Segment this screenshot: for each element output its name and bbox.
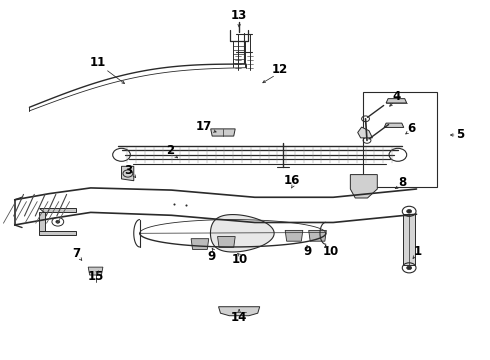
Text: 9: 9 <box>208 250 216 263</box>
Polygon shape <box>350 175 377 198</box>
Polygon shape <box>39 212 45 231</box>
Circle shape <box>56 220 60 223</box>
Polygon shape <box>386 99 407 103</box>
Text: 7: 7 <box>72 247 80 260</box>
Text: 12: 12 <box>272 63 289 76</box>
Text: 16: 16 <box>283 174 300 187</box>
Polygon shape <box>39 231 76 235</box>
Polygon shape <box>285 230 303 241</box>
Circle shape <box>407 210 412 213</box>
Polygon shape <box>218 237 235 247</box>
Text: 10: 10 <box>322 245 339 258</box>
Polygon shape <box>358 127 372 138</box>
Bar <box>363 92 437 187</box>
Polygon shape <box>191 239 209 249</box>
Text: 3: 3 <box>124 165 132 177</box>
Polygon shape <box>219 307 260 316</box>
Text: 15: 15 <box>87 270 104 283</box>
Text: 1: 1 <box>414 245 421 258</box>
Polygon shape <box>211 129 235 136</box>
Polygon shape <box>384 123 404 127</box>
Text: 4: 4 <box>393 90 401 103</box>
Text: 17: 17 <box>195 120 212 133</box>
Text: 11: 11 <box>90 57 106 69</box>
Polygon shape <box>39 208 76 212</box>
Text: 5: 5 <box>457 129 465 141</box>
Text: 9: 9 <box>304 245 312 258</box>
Text: 8: 8 <box>399 176 407 189</box>
Polygon shape <box>211 215 274 252</box>
Polygon shape <box>403 214 415 265</box>
Text: 10: 10 <box>232 253 248 266</box>
Text: 6: 6 <box>408 122 416 135</box>
Polygon shape <box>122 166 134 181</box>
Circle shape <box>407 266 412 270</box>
Text: 2: 2 <box>167 144 174 157</box>
Text: 13: 13 <box>231 9 247 22</box>
Text: 14: 14 <box>231 311 247 324</box>
Polygon shape <box>309 230 326 241</box>
Polygon shape <box>88 267 103 275</box>
